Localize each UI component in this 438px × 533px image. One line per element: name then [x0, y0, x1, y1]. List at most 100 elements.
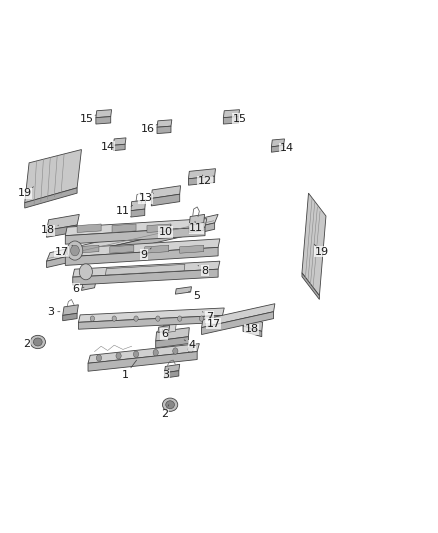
Text: 8: 8 — [198, 265, 208, 276]
Polygon shape — [65, 247, 218, 265]
Polygon shape — [75, 245, 99, 253]
Text: 5: 5 — [189, 290, 200, 301]
Polygon shape — [46, 225, 77, 237]
Polygon shape — [113, 138, 126, 146]
Polygon shape — [77, 224, 101, 232]
Text: 14: 14 — [101, 142, 115, 152]
Polygon shape — [243, 326, 262, 337]
Circle shape — [116, 353, 121, 359]
Polygon shape — [63, 313, 77, 321]
Text: 2: 2 — [23, 338, 34, 349]
Polygon shape — [158, 326, 170, 333]
Text: 3: 3 — [162, 368, 169, 381]
Polygon shape — [88, 352, 197, 371]
Polygon shape — [112, 224, 136, 232]
Polygon shape — [201, 312, 274, 335]
Circle shape — [177, 316, 182, 321]
Polygon shape — [223, 117, 239, 124]
Polygon shape — [106, 264, 185, 275]
Circle shape — [90, 316, 95, 321]
Polygon shape — [155, 328, 189, 341]
Text: 4: 4 — [184, 340, 195, 350]
Text: 6: 6 — [72, 284, 84, 294]
Ellipse shape — [162, 398, 178, 411]
Polygon shape — [25, 150, 81, 203]
Polygon shape — [81, 281, 96, 290]
Circle shape — [79, 264, 92, 280]
Text: 11: 11 — [189, 221, 203, 233]
Polygon shape — [46, 214, 79, 230]
Polygon shape — [157, 120, 172, 127]
Polygon shape — [151, 185, 180, 198]
Polygon shape — [151, 194, 180, 206]
Polygon shape — [302, 273, 319, 300]
Text: 13: 13 — [139, 193, 153, 204]
Polygon shape — [73, 269, 218, 285]
Polygon shape — [25, 188, 77, 208]
Circle shape — [67, 241, 83, 260]
Polygon shape — [73, 261, 220, 277]
Polygon shape — [46, 214, 218, 261]
Circle shape — [134, 351, 139, 358]
Text: 11: 11 — [116, 205, 133, 216]
Polygon shape — [63, 305, 78, 316]
Text: 9: 9 — [140, 248, 151, 260]
Polygon shape — [162, 324, 176, 333]
Polygon shape — [180, 245, 204, 253]
Ellipse shape — [166, 401, 174, 409]
Polygon shape — [78, 308, 224, 322]
Text: 10: 10 — [159, 225, 173, 237]
Circle shape — [188, 346, 193, 353]
Polygon shape — [46, 223, 215, 268]
Text: 18: 18 — [245, 324, 259, 334]
Polygon shape — [188, 168, 215, 179]
Text: 1: 1 — [122, 360, 137, 381]
Polygon shape — [272, 146, 284, 152]
Circle shape — [155, 316, 160, 321]
Polygon shape — [155, 337, 188, 348]
Text: 18: 18 — [41, 225, 58, 236]
Polygon shape — [113, 144, 125, 151]
Text: 16: 16 — [141, 124, 158, 134]
Text: 7: 7 — [202, 312, 213, 322]
Text: 17: 17 — [207, 317, 221, 329]
Polygon shape — [189, 214, 205, 225]
Circle shape — [112, 316, 117, 321]
Polygon shape — [201, 304, 275, 328]
Polygon shape — [65, 227, 205, 244]
Polygon shape — [188, 176, 215, 185]
Polygon shape — [223, 110, 240, 118]
Circle shape — [199, 316, 204, 321]
Polygon shape — [243, 317, 263, 332]
Polygon shape — [65, 239, 220, 257]
Circle shape — [153, 350, 158, 356]
Polygon shape — [189, 223, 204, 232]
Polygon shape — [78, 316, 223, 329]
Polygon shape — [131, 200, 146, 211]
Polygon shape — [147, 224, 171, 232]
Text: 6: 6 — [161, 329, 168, 339]
Polygon shape — [272, 139, 285, 147]
Polygon shape — [164, 365, 180, 373]
Polygon shape — [96, 117, 111, 124]
Ellipse shape — [30, 335, 46, 349]
Text: 17: 17 — [55, 245, 73, 256]
Polygon shape — [302, 193, 326, 296]
Text: 19: 19 — [314, 244, 328, 256]
Text: 19: 19 — [18, 187, 33, 198]
Text: 15: 15 — [80, 114, 96, 124]
Polygon shape — [164, 370, 179, 378]
Polygon shape — [145, 245, 169, 253]
Text: 3: 3 — [47, 306, 60, 317]
Text: 2: 2 — [161, 405, 169, 419]
Polygon shape — [96, 110, 112, 118]
Circle shape — [71, 245, 79, 256]
Polygon shape — [110, 245, 134, 253]
Polygon shape — [131, 209, 145, 217]
Text: 15: 15 — [232, 114, 247, 124]
Polygon shape — [88, 344, 199, 364]
Polygon shape — [157, 126, 171, 134]
Text: 14: 14 — [279, 143, 294, 154]
Polygon shape — [65, 219, 207, 236]
Text: 12: 12 — [198, 175, 212, 187]
